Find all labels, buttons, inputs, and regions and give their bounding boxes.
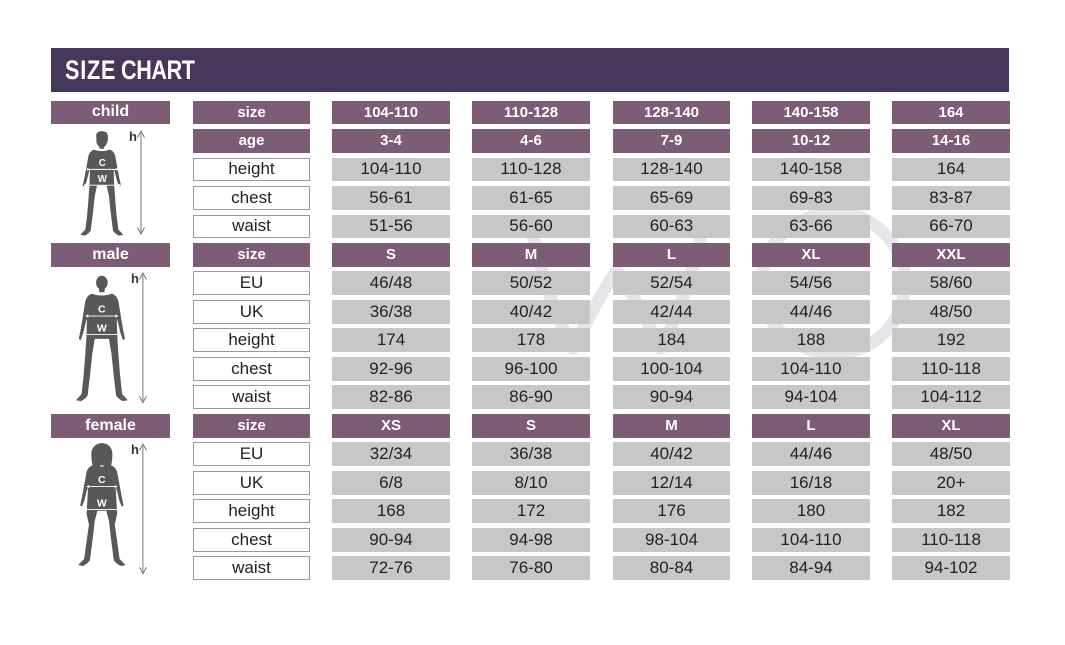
svg-text:W: W <box>97 498 107 510</box>
svg-text:h: h <box>131 271 139 286</box>
svg-text:W: W <box>98 174 108 185</box>
svg-text:C: C <box>98 304 106 316</box>
svg-text:h: h <box>131 442 139 457</box>
svg-text:W: W <box>97 323 107 335</box>
svg-text:h: h <box>129 129 137 144</box>
svg-text:C: C <box>98 474 106 486</box>
svg-text:C: C <box>99 158 106 169</box>
